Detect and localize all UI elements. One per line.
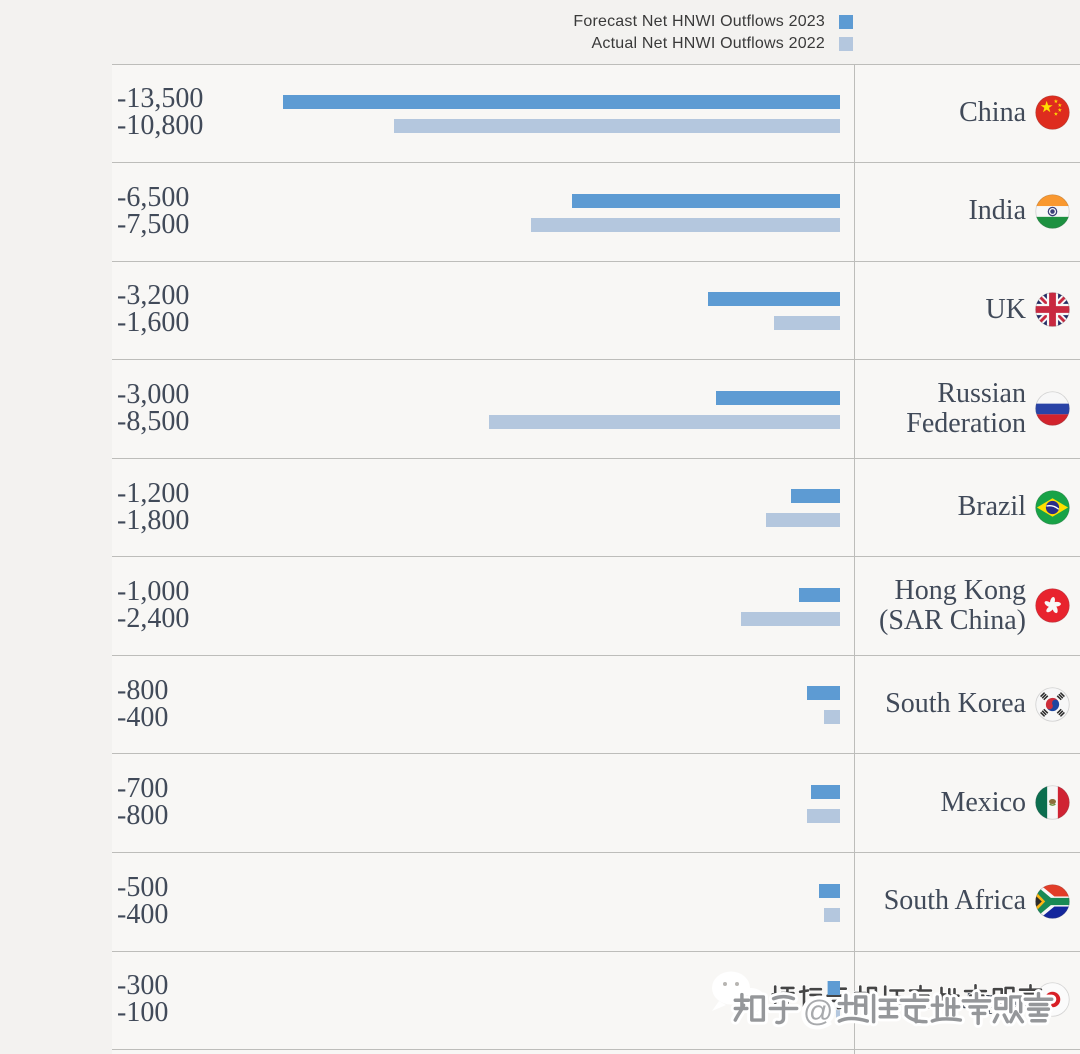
svg-text:@: @ bbox=[803, 995, 833, 1028]
svg-text:@: @ bbox=[803, 995, 833, 1028]
